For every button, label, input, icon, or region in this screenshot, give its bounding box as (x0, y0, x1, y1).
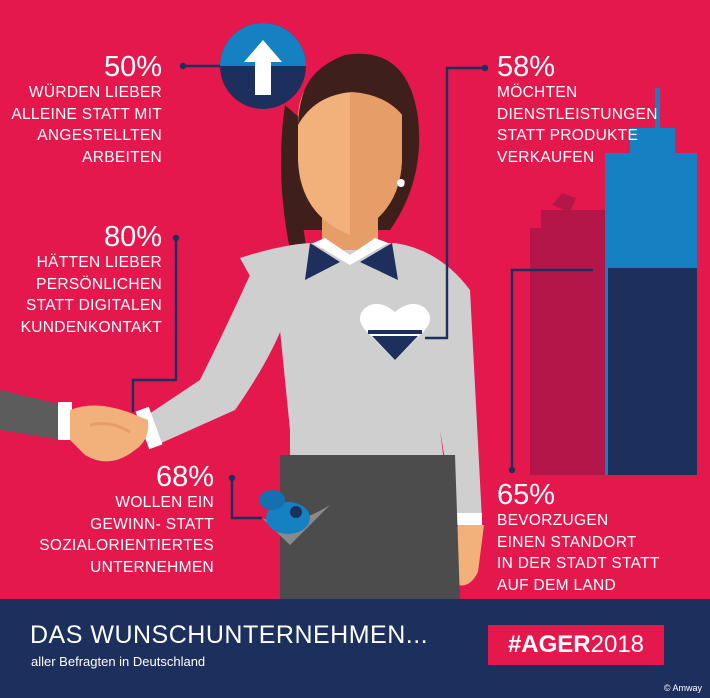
arrow-up-icon (220, 23, 306, 109)
illustration (0, 23, 697, 600)
stat-58-percent: 58% (497, 51, 556, 83)
handshake-icon (0, 390, 149, 462)
hashtag-year: 2018 (590, 631, 645, 658)
stat-80-text: HÄTTEN LIEBER PERSÖNLICHEN STATT DIGITAL… (20, 254, 162, 336)
stat-65-percent: 65% (497, 479, 556, 511)
stat-80-percent: 80% (103, 221, 162, 253)
stat-80: 80% HÄTTEN LIEBER PERSÖNLICHEN STATT DIG… (0, 222, 162, 338)
heart-icon (360, 303, 430, 360)
stat-58-text: MÖCHTEN DIENSTLEISTUNGEN STATT PRODUKTE … (497, 84, 658, 166)
stat-58: 58% MÖCHTEN DIENSTLEISTUNGEN STATT PRODU… (497, 52, 697, 168)
footer-title: DAS WUNSCHUNTERNEHMEN... (30, 621, 429, 649)
skyscraper-icon (530, 88, 697, 475)
stat-68-percent: 68% (155, 461, 214, 493)
footer-bar: DAS WUNSCHUNTERNEHMEN... aller Befragten… (0, 599, 710, 698)
piggy-bank-icon (259, 490, 330, 545)
connector-lines (131, 64, 593, 520)
stat-68-text: WOLLEN EIN GEWINN- STATT SOZIALORIENTIER… (39, 494, 214, 576)
stat-50-text: WÜRDEN LIEBER ALLEINE STATT MIT ANGESTEL… (11, 84, 162, 166)
stat-65: 65% BEVORZUGEN EINEN STANDORT IN DER STA… (497, 480, 697, 596)
hashtag-bold: #AGER (507, 631, 591, 658)
stat-50-percent: 50% (103, 51, 162, 83)
stat-65-text: BEVORZUGEN EINEN STANDORT IN DER STADT S… (497, 512, 660, 594)
hashtag-badge: #AGER 2018 (488, 625, 664, 665)
copyright-text: © Amway (663, 683, 702, 693)
stat-68: 68% WOLLEN EIN GEWINN- STATT SOZIALORIEN… (0, 462, 214, 578)
footer-subtitle: aller Befragten in Deutschland (31, 654, 206, 669)
stat-50: 50% WÜRDEN LIEBER ALLEINE STATT MIT ANGE… (0, 52, 162, 168)
